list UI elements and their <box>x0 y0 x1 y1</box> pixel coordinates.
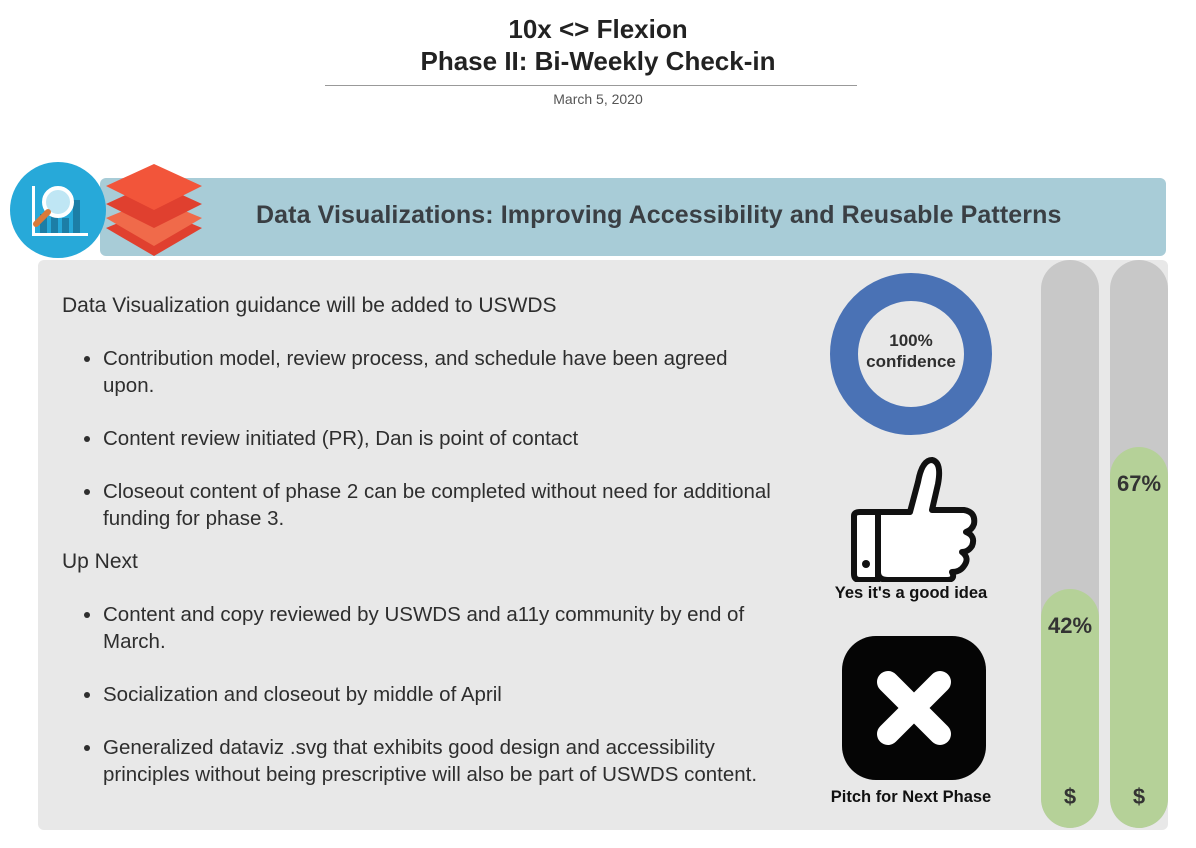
confidence-word: confidence <box>866 352 956 371</box>
budget-bar-2 <box>1110 260 1168 828</box>
budget-bar-2-currency: $ <box>1132 784 1146 809</box>
banner-title: Data Visualizations: Improving Accessibi… <box>256 201 1062 229</box>
data-viz-magnifier-icon <box>10 162 106 258</box>
next-phase-label: Pitch for Next Phase <box>830 788 992 806</box>
section-title-guidance: Data Visualization guidance will be adde… <box>62 294 557 317</box>
close-icon <box>842 636 986 780</box>
title-line-1: 10x <> Flexion <box>508 14 688 44</box>
budget-bar-2-percent: 67% <box>1116 471 1162 496</box>
budget-bar-1 <box>1041 260 1099 828</box>
list-item: Generalized dataviz .svg that exhibits g… <box>103 734 793 788</box>
title-line-2: Phase II: Bi-Weekly Check-in <box>420 46 776 76</box>
budget-bar-1-fill <box>1041 589 1099 828</box>
list-item: Socialization and closeout by middle of … <box>103 681 793 708</box>
stacked-layers-icon <box>104 162 204 258</box>
section-title-up-next: Up Next <box>62 550 138 573</box>
guidance-list: Contribution model, review process, and … <box>62 319 783 532</box>
section-banner: Data Visualizations: Improving Accessibi… <box>100 178 1166 256</box>
title-divider <box>325 85 857 86</box>
list-item: Contribution model, review process, and … <box>103 345 783 399</box>
list-item: Closeout content of phase 2 can be compl… <box>103 478 783 532</box>
confidence-percent: 100% <box>889 331 933 350</box>
list-item: Content and copy reviewed by USWDS and a… <box>103 601 793 655</box>
list-item: Content review initiated (PR), Dan is po… <box>103 425 783 452</box>
budget-bar-1-percent: 42% <box>1047 613 1093 638</box>
date-label: March 5, 2020 <box>553 91 643 107</box>
budget-bar-2-fill <box>1110 447 1168 828</box>
confidence-label: 100% confidence <box>829 330 993 372</box>
confidence-donut <box>830 273 992 435</box>
thumbs-up-icon <box>851 457 978 582</box>
budget-bar-1-currency: $ <box>1063 784 1077 809</box>
thumbs-up-label: Yes it's a good idea <box>834 584 988 602</box>
up-next-list: Content and copy reviewed by USWDS and a… <box>62 575 793 788</box>
